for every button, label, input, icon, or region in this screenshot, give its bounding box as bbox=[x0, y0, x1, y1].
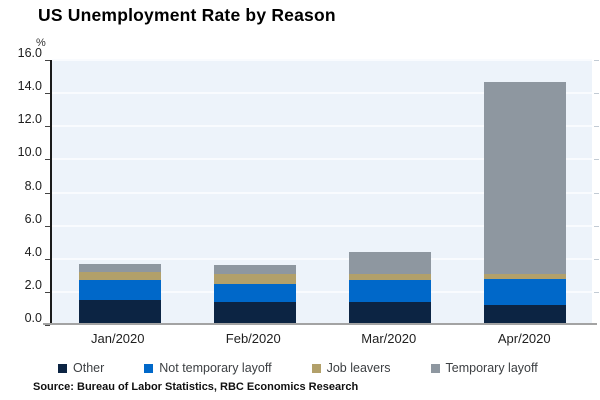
y-axis-tick bbox=[45, 258, 50, 260]
y-axis-tick bbox=[45, 291, 50, 293]
y-axis-tick bbox=[45, 60, 50, 61]
y-axis-tick bbox=[45, 192, 50, 194]
right-axis-tick bbox=[594, 258, 599, 260]
gridline bbox=[52, 125, 592, 128]
bar-column-jan-2020 bbox=[52, 60, 187, 325]
stacked-bar bbox=[78, 263, 161, 325]
bar-segment-not-temporary-layoff bbox=[213, 283, 296, 302]
legend: Other Not temporary layoff Job leavers Temp… bbox=[58, 361, 590, 375]
y-tick-label: 0.0 bbox=[24, 311, 42, 325]
bar-segment-job-leavers bbox=[348, 273, 431, 281]
x-category-label: Jan/2020 bbox=[91, 331, 145, 346]
bar-segment-other bbox=[483, 305, 566, 325]
y-axis-tick bbox=[45, 325, 50, 326]
bar-segment-job-leavers bbox=[483, 273, 566, 279]
y-tick-label: 16.0 bbox=[17, 46, 42, 60]
stacked-bar bbox=[483, 81, 566, 325]
legend-label: Other bbox=[73, 361, 105, 375]
right-axis-tick bbox=[594, 60, 599, 61]
legend-item-temporary-layoff: Temporary layoff bbox=[430, 361, 538, 375]
bar-segment-not-temporary-layoff bbox=[78, 280, 161, 301]
plot-area bbox=[45, 59, 599, 326]
y-axis-tick-labels: 16.0 14.0 12.0 10.0 8.0 6.0 4.0 2.0 0.0 bbox=[0, 46, 42, 325]
bar-segment-not-temporary-layoff bbox=[348, 280, 431, 302]
legend-label: Job leavers bbox=[326, 361, 391, 375]
x-axis-category-labels: Jan/2020 Feb/2020 Mar/2020 Apr/2020 bbox=[50, 331, 592, 346]
y-tick-label: 8.0 bbox=[24, 178, 42, 193]
right-axis-tick bbox=[594, 126, 599, 128]
legend-swatch-icon bbox=[311, 363, 321, 373]
right-axis-tick bbox=[594, 291, 599, 293]
source-note: Source: Bureau of Labor Statistics, RBC … bbox=[33, 381, 359, 393]
y-tick-label: 4.0 bbox=[24, 244, 42, 259]
bar-segment-other bbox=[213, 301, 296, 325]
y-tick-label: 10.0 bbox=[17, 145, 42, 160]
chart-title: US Unemployment Rate by Reason bbox=[38, 5, 336, 25]
bar-segment-temporary-layoff bbox=[483, 81, 566, 274]
bar-segment-job-leavers bbox=[213, 273, 296, 284]
right-axis-tick bbox=[594, 93, 599, 95]
right-axis-tick bbox=[594, 192, 599, 194]
gridline bbox=[52, 158, 592, 161]
legend-swatch-icon bbox=[58, 363, 67, 373]
y-axis-tick bbox=[45, 159, 50, 161]
bar-column-feb-2020 bbox=[187, 60, 322, 325]
stacked-bar bbox=[348, 252, 431, 325]
bar-segment-temporary-layoff bbox=[213, 265, 296, 274]
legend-swatch-icon bbox=[430, 363, 440, 373]
bar-column-mar-2020 bbox=[322, 60, 457, 325]
x-axis-line bbox=[43, 323, 597, 325]
bar-segment-job-leavers bbox=[78, 272, 161, 281]
right-axis-tick bbox=[594, 159, 599, 161]
legend-item-not-temporary-layoff: Not temporary layoff bbox=[144, 361, 272, 375]
gridline bbox=[52, 257, 592, 260]
y-tick-label: 2.0 bbox=[24, 277, 42, 292]
x-category-label: Apr/2020 bbox=[497, 331, 551, 346]
legend-item-job-leavers: Job leavers bbox=[311, 361, 391, 375]
legend-label: Not temporary layoff bbox=[159, 361, 272, 375]
x-category-label: Mar/2020 bbox=[361, 331, 417, 346]
bar-segment-other bbox=[78, 300, 161, 325]
gridline bbox=[52, 59, 592, 61]
gridline bbox=[52, 92, 592, 95]
y-tick-label: 6.0 bbox=[24, 211, 42, 226]
legend-item-other: Other bbox=[58, 361, 104, 375]
legend-swatch-icon bbox=[144, 363, 154, 373]
bar-columns bbox=[52, 60, 592, 325]
bar-segment-other bbox=[348, 301, 431, 325]
y-axis-tick bbox=[45, 225, 50, 227]
right-axis-tick bbox=[594, 225, 599, 227]
x-category-label: Feb/2020 bbox=[225, 331, 281, 346]
bar-segment-not-temporary-layoff bbox=[483, 278, 566, 306]
gridline bbox=[52, 191, 592, 194]
gridline bbox=[52, 290, 592, 293]
y-tick-label: 14.0 bbox=[17, 79, 42, 94]
bar-segment-temporary-layoff bbox=[78, 263, 161, 272]
y-axis-unit-label: % bbox=[36, 37, 46, 49]
gridline bbox=[52, 224, 592, 227]
bar-column-apr-2020 bbox=[457, 60, 592, 325]
y-axis-tick bbox=[45, 93, 50, 95]
y-tick-label: 12.0 bbox=[17, 112, 42, 127]
legend-label: Temporary layoff bbox=[445, 361, 538, 375]
y-axis-tick bbox=[45, 126, 50, 128]
stacked-bar bbox=[213, 265, 296, 325]
bar-segment-temporary-layoff bbox=[348, 252, 431, 274]
